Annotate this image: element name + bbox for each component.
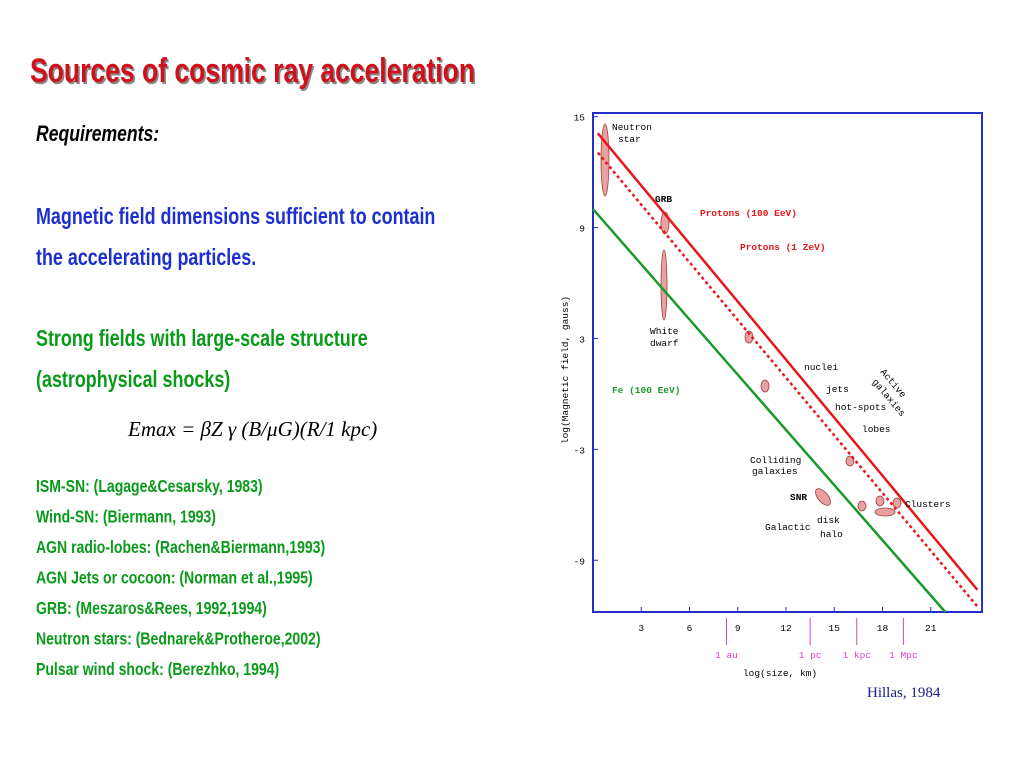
annotation: Galactic bbox=[765, 522, 811, 533]
source bbox=[875, 495, 885, 507]
annotation: nuclei bbox=[804, 362, 839, 373]
scale-mark-label: 1 kpc bbox=[843, 650, 872, 661]
x-tick-label: 3 bbox=[638, 623, 644, 634]
source bbox=[874, 507, 896, 517]
annotation: star bbox=[618, 134, 641, 145]
reference: AGN radio-lobes: (Rachen&Biermann,1993) bbox=[36, 537, 325, 557]
annotation: dwarf bbox=[650, 338, 679, 349]
annotation: jets bbox=[826, 384, 849, 395]
title-shadow: Sources of cosmic ray acceleration bbox=[32, 54, 477, 92]
series-line bbox=[596, 132, 979, 591]
source bbox=[760, 379, 770, 393]
plot-frame bbox=[592, 112, 983, 613]
series-label: Fe (100 EeV) bbox=[612, 385, 680, 396]
reference: AGN Jets or cocoon: (Norman et al.,1995) bbox=[36, 568, 313, 588]
series-label: Protons (100 EeV) bbox=[700, 208, 797, 219]
formula: Emax = βZ γ (B/μG)(R/1 kpc) bbox=[127, 417, 377, 441]
annotation: White bbox=[650, 326, 679, 337]
annotation: SNR bbox=[790, 492, 807, 503]
plot-bg bbox=[558, 107, 990, 685]
annotation: Colliding bbox=[750, 455, 801, 466]
x-tick-label: 15 bbox=[829, 623, 841, 634]
source bbox=[815, 488, 831, 506]
x-tick-label: 9 bbox=[735, 623, 741, 634]
source bbox=[892, 497, 902, 509]
series-label: Protons (1 ZeV) bbox=[740, 242, 826, 253]
reference: Neutron stars: (Bednarek&Protheroe,2002) bbox=[36, 629, 320, 649]
annotation: Neutron bbox=[612, 122, 652, 133]
reference: GRB: (Meszaros&Rees, 1992,1994) bbox=[36, 598, 267, 618]
source bbox=[857, 500, 867, 512]
y-axis-label: log(Magnetic field, gauss) bbox=[560, 296, 571, 444]
annotation: GRB bbox=[655, 194, 672, 205]
y-tick-label: -9 bbox=[574, 556, 586, 567]
slide-title: Sources of cosmic ray acceleration bbox=[30, 52, 475, 90]
x-tick-label: 21 bbox=[925, 623, 937, 634]
y-tick-label: 9 bbox=[579, 224, 585, 235]
y-tick-label: 15 bbox=[574, 113, 586, 124]
reference: Wind-SN: (Biermann, 1993) bbox=[36, 507, 216, 527]
annotation: lobes bbox=[862, 424, 891, 435]
y-tick-label: -3 bbox=[574, 445, 586, 456]
requirements: Requirements: bbox=[36, 122, 159, 146]
annotation: hot-spots bbox=[835, 402, 886, 413]
x-tick-label: 18 bbox=[877, 623, 889, 634]
scale-mark-label: 1 au bbox=[715, 650, 738, 661]
annotation: halo bbox=[820, 529, 843, 540]
blue-text: Magnetic field dimensions sufficient to … bbox=[36, 204, 435, 230]
x-tick-label: 6 bbox=[687, 623, 693, 634]
annotation: galaxies bbox=[752, 466, 798, 477]
reference: Pulsar wind shock: (Berezhko, 1994) bbox=[36, 659, 279, 679]
credit: Hillas, 1984 bbox=[867, 685, 941, 701]
sources bbox=[600, 123, 902, 517]
annotation: Clusters bbox=[905, 499, 951, 510]
x-tick-label: 12 bbox=[780, 623, 792, 634]
blue-text: the accelerating particles. bbox=[36, 245, 256, 271]
y-tick-label: 3 bbox=[579, 334, 585, 345]
source bbox=[600, 123, 610, 197]
annotation: disk bbox=[817, 515, 840, 526]
series-line bbox=[596, 151, 979, 608]
series-line bbox=[592, 208, 947, 613]
scale-mark-label: 1 pc bbox=[799, 650, 822, 661]
x-axis-label: log(size, km) bbox=[743, 668, 817, 679]
reference: ISM-SN: (Lagage&Cesarsky, 1983) bbox=[36, 476, 263, 496]
green-text: (astrophysical shocks) bbox=[36, 367, 230, 393]
green-text: Strong fields with large-scale structure bbox=[36, 326, 368, 352]
scale-mark-label: 1 Mpc bbox=[889, 650, 918, 661]
source bbox=[660, 249, 668, 321]
